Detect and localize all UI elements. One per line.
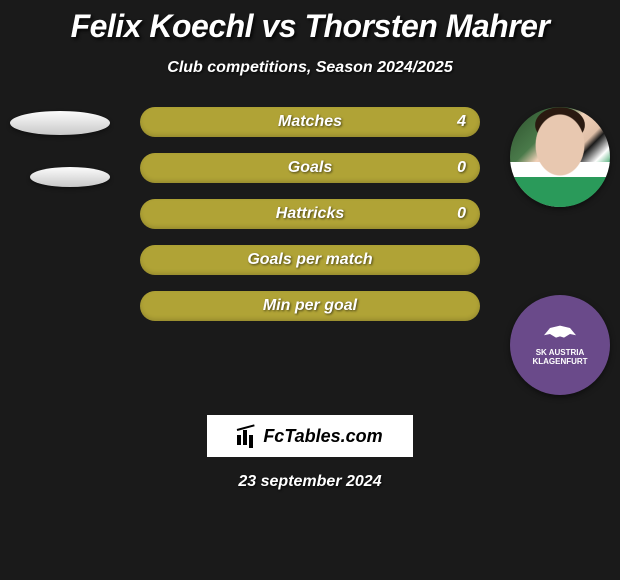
stat-bar-hattricks: Hattricks 0	[140, 199, 480, 229]
comparison-content: Matches 4 Goals 0 Hattricks 0 Goals per …	[0, 107, 620, 397]
right-photo-group: SK AUSTRIA KLAGENFURT	[510, 107, 610, 395]
stat-label: Min per goal	[263, 297, 357, 315]
stat-label: Goals per match	[247, 251, 372, 269]
stat-bar-goals: Goals 0	[140, 153, 480, 183]
stat-bar-min-per-goal: Min per goal	[140, 291, 480, 321]
stat-bars: Matches 4 Goals 0 Hattricks 0 Goals per …	[140, 107, 480, 337]
stat-bar-matches: Matches 4	[140, 107, 480, 137]
placeholder-ellipse	[10, 111, 110, 135]
subtitle: Club competitions, Season 2024/2025	[0, 59, 620, 77]
fctables-label: FcTables.com	[263, 426, 382, 447]
club-badge: SK AUSTRIA KLAGENFURT	[510, 295, 610, 395]
page-title: Felix Koechl vs Thorsten Mahrer	[0, 0, 620, 45]
stat-label: Matches	[278, 113, 342, 131]
stat-bar-goals-per-match: Goals per match	[140, 245, 480, 275]
stat-label: Hattricks	[276, 205, 344, 223]
stat-value: 0	[457, 159, 466, 177]
placeholder-ellipse	[30, 167, 110, 187]
left-placeholder-group	[10, 107, 110, 187]
stat-value: 4	[457, 113, 466, 131]
stat-value: 0	[457, 205, 466, 223]
player-photo	[510, 107, 610, 207]
stat-label: Goals	[288, 159, 332, 177]
eagle-icon	[540, 323, 580, 347]
chart-icon	[237, 427, 259, 445]
fctables-watermark: FcTables.com	[207, 415, 413, 457]
date-label: 23 september 2024	[0, 473, 620, 491]
club-name-bottom: KLAGENFURT	[532, 358, 587, 367]
